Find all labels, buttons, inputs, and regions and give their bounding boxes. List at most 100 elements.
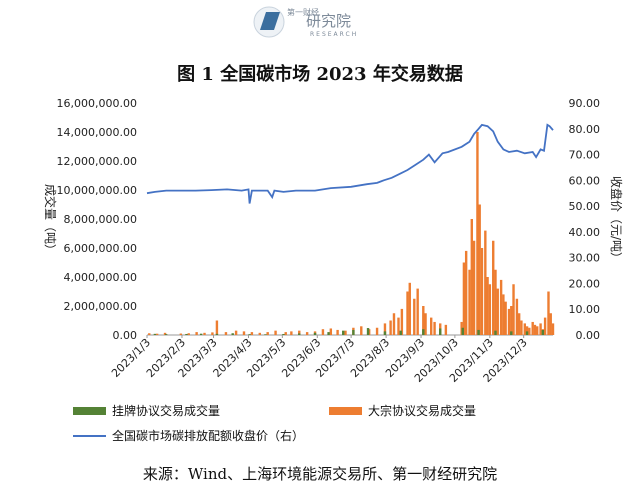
volume-bar [528, 327, 531, 335]
volume-bar [195, 332, 198, 335]
volume-bar [507, 308, 511, 335]
source-note: 来源：Wind、上海环境能源交易所、第一财经研究院 [143, 465, 497, 483]
volume-bar [234, 330, 238, 335]
volume-bar [422, 329, 425, 335]
volume-bar [203, 332, 206, 335]
volume-bar [383, 323, 387, 335]
volume-bar [313, 332, 317, 335]
volume-bar [148, 333, 151, 335]
logo-brand-main: 研究院 [306, 12, 351, 30]
volume-bar [389, 320, 392, 335]
volume-bar [461, 327, 464, 335]
volume-bar [366, 328, 370, 335]
left-axis-tick-label: 12,000,000.00 [57, 155, 137, 168]
volume-bar [504, 301, 507, 335]
volume-bar [360, 326, 363, 335]
volume-bar [484, 230, 487, 335]
volume-bar [492, 240, 495, 335]
volume-bar [525, 326, 529, 335]
volume-bar [406, 291, 409, 335]
volume-bar [329, 328, 333, 335]
volume-bar [231, 333, 234, 335]
right-axis-tick-label: 80.00 [569, 123, 601, 136]
volume-bar [510, 306, 513, 335]
volume-bar [215, 333, 219, 335]
volume-bar [242, 331, 246, 335]
left-axis-title: 成交量（吨） [43, 184, 58, 256]
volume-bar [433, 321, 436, 335]
volume-bar [298, 330, 301, 335]
left-axis-tick-label: 4,000,000.00 [64, 271, 137, 284]
volume-bar [468, 269, 471, 335]
volume-bar [543, 317, 547, 335]
volume-bar [164, 334, 168, 335]
volume-bar [187, 333, 190, 335]
volume-bar [224, 332, 228, 335]
volume-bar [298, 333, 301, 335]
volume-bar [523, 323, 527, 335]
volume-bar [199, 333, 203, 335]
chart-title: 图 1 全国碳市场 2023 年交易数据 [177, 63, 463, 85]
volume-bar [399, 330, 402, 335]
volume-bar [342, 330, 345, 335]
volume-bar [520, 320, 523, 335]
closing-price-line [146, 123, 554, 204]
volume-bar [383, 331, 387, 335]
volume-bar [422, 306, 425, 335]
volume-bar [549, 313, 552, 335]
legend-swatch-block [329, 407, 362, 415]
volume-bar [274, 330, 277, 335]
legend-swatch-listing [73, 407, 106, 415]
legend-label-listing: 挂牌协议交易成交量 [112, 403, 220, 418]
volume-bar [408, 282, 411, 335]
right-axis-tick-label: 20.00 [569, 277, 601, 290]
left-axis-tick-label: 2,000,000.00 [64, 300, 137, 313]
volume-bar [163, 332, 167, 335]
research-logo: 第一财经 研究院 RESEARCH [253, 6, 358, 38]
volume-bar [282, 333, 285, 335]
volume-bar [462, 262, 466, 335]
left-axis-tick-label: 0.00 [113, 329, 138, 342]
volume-bar [413, 298, 416, 335]
volume-bar [531, 321, 534, 335]
volume-bar [510, 331, 513, 335]
volume-bar [486, 277, 489, 335]
logo-book-icon [260, 12, 280, 30]
volume-bar [266, 332, 269, 335]
volume-bar [336, 329, 339, 335]
volume-bar [515, 298, 519, 335]
volume-bar [439, 328, 442, 335]
left-axis-tick-label: 16,000,000.00 [57, 97, 137, 110]
block-trade-bars [148, 132, 555, 335]
volume-bar [533, 324, 537, 335]
left-axis-tick-label: 10,000,000.00 [57, 184, 137, 197]
volume-bar [352, 329, 355, 335]
volume-bar [499, 279, 503, 335]
volume-bar [179, 333, 183, 335]
right-axis-tick-label: 60.00 [569, 174, 601, 187]
volume-bar [470, 219, 473, 335]
x-axis-ticks: 2023/1/32023/2/32023/3/32023/4/32023/5/3… [109, 335, 530, 385]
left-axis-tick-label: 14,000,000.00 [57, 126, 137, 139]
volume-bar [430, 317, 433, 335]
volume-bar [215, 320, 219, 335]
volume-bar [397, 317, 400, 335]
volume-bar [488, 284, 492, 335]
logo-brand-sub: RESEARCH [310, 31, 358, 38]
volume-bar [496, 288, 499, 335]
volume-bar [327, 332, 330, 335]
volume-bar [472, 240, 476, 335]
left-axis-ticks: 0.00 2,000,000.00 4,000,000.00 6,000,000.00… [57, 97, 137, 342]
volume-bar [155, 333, 159, 335]
right-axis-title: 收盘价（元/吨） [609, 176, 624, 264]
volume-bar [284, 332, 287, 335]
right-axis-tick-label: 0.00 [576, 329, 601, 342]
volume-bar [517, 313, 521, 335]
volume-bar [480, 248, 484, 335]
legend-label-block: 大宗协议交易成交量 [368, 403, 476, 418]
logo-brand-small: 第一财经 [287, 7, 319, 17]
volume-bar [494, 330, 497, 335]
volume-bar [248, 334, 251, 335]
legend: 挂牌协议交易成交量 大宗协议交易成交量 全国碳市场碳排放配额收盘价（右） [73, 403, 476, 443]
volume-bar [258, 332, 261, 335]
